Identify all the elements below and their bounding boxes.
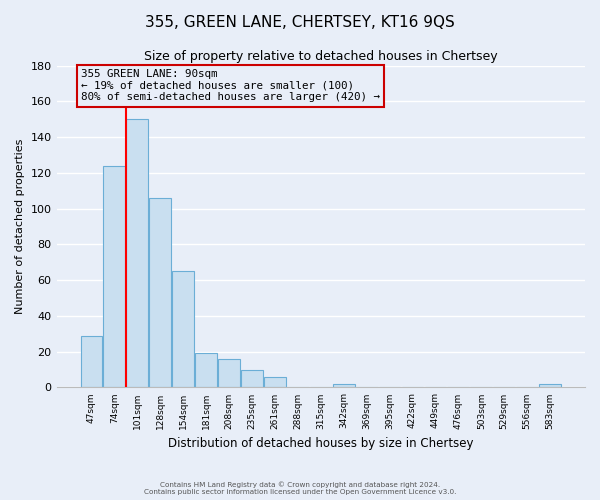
- Bar: [127, 119, 148, 388]
- Bar: [218, 359, 240, 388]
- Bar: [149, 198, 171, 388]
- X-axis label: Distribution of detached houses by size in Chertsey: Distribution of detached houses by size …: [168, 437, 473, 450]
- Bar: [333, 384, 355, 388]
- Bar: [103, 166, 125, 388]
- Text: Contains HM Land Registry data © Crown copyright and database right 2024.
Contai: Contains HM Land Registry data © Crown c…: [144, 482, 456, 495]
- Bar: [172, 271, 194, 388]
- Bar: [80, 336, 103, 388]
- Bar: [539, 384, 561, 388]
- Bar: [195, 354, 217, 388]
- Bar: [264, 376, 286, 388]
- Text: 355 GREEN LANE: 90sqm
← 19% of detached houses are smaller (100)
80% of semi-det: 355 GREEN LANE: 90sqm ← 19% of detached …: [81, 69, 380, 102]
- Text: 355, GREEN LANE, CHERTSEY, KT16 9QS: 355, GREEN LANE, CHERTSEY, KT16 9QS: [145, 15, 455, 30]
- Y-axis label: Number of detached properties: Number of detached properties: [15, 139, 25, 314]
- Title: Size of property relative to detached houses in Chertsey: Size of property relative to detached ho…: [144, 50, 497, 63]
- Bar: [241, 370, 263, 388]
